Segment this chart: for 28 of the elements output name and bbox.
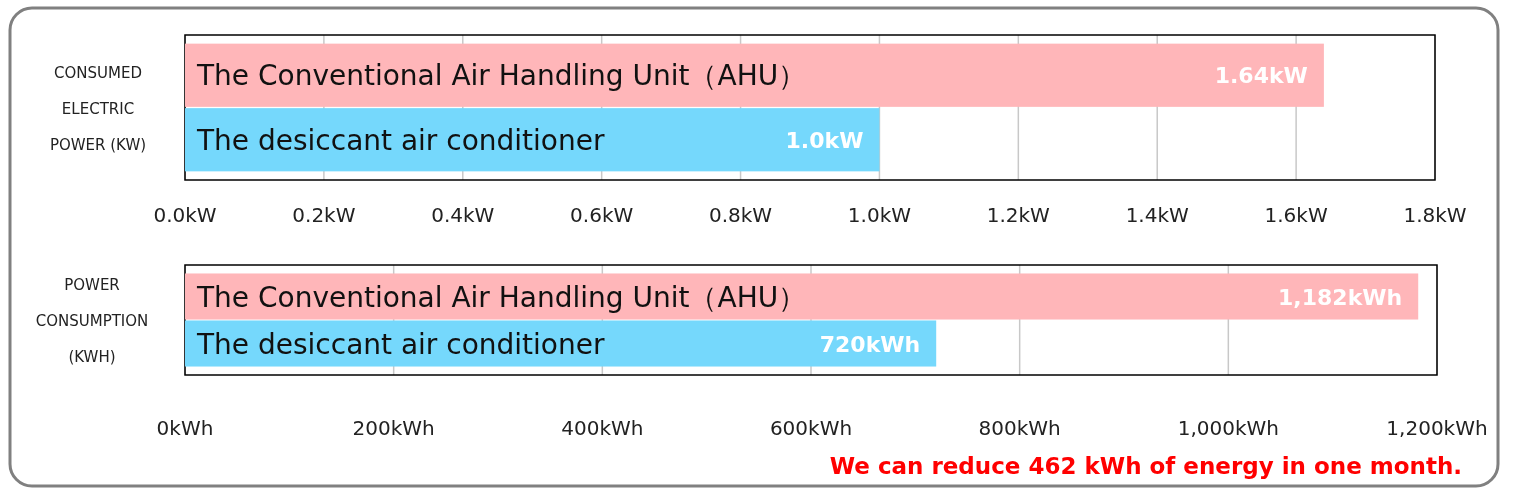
text: POWER CONSUMPTION (KWH): [35, 276, 149, 366]
x-tick-label: 1.0kW: [847, 203, 912, 227]
text: CONSUMED ELECTRIC POWER (KW): [49, 63, 147, 154]
x-tick-label: 1.8kW: [1403, 203, 1467, 227]
x-tick-label: 1.4kW: [1125, 203, 1190, 227]
x-tick-label: 1.6kW: [1264, 203, 1328, 227]
x-tick-label: 0.4kW: [431, 203, 495, 227]
x-tick-label: 0.6kW: [570, 203, 634, 227]
x-tick-label: 1.2kW: [986, 203, 1051, 227]
y-tick-label: The Conventional Air Handling Unit（AHU）: [196, 59, 807, 93]
x-tick-label: 400kWh: [561, 416, 644, 440]
data-label: 1.64kW: [1214, 63, 1308, 89]
x-tick-label: 600kWh: [769, 416, 853, 440]
data-label: 1,182kWh: [1278, 284, 1403, 310]
x-tick-label: 0.8kW: [708, 203, 773, 227]
x-tick-label: 0kWh: [156, 416, 214, 440]
data-label: 1.0kW: [785, 127, 864, 153]
x-tick-label: 0.0kW: [153, 203, 217, 227]
data-label: 720kWh: [819, 331, 921, 357]
y-tick-label: The desiccant air conditioner: [196, 327, 605, 361]
x-tick-label: 1,000kWh: [1177, 416, 1279, 440]
x-tick-label: 1,200kWh: [1386, 416, 1488, 440]
x-tick-label: 200kWh: [352, 416, 435, 440]
y-tick-label: The Conventional Air Handling Unit（AHU）: [196, 280, 807, 314]
text: We can reduce 462 kWh of energy in one month.: [829, 453, 1462, 479]
y-tick-label: The desiccant air conditioner: [196, 123, 605, 157]
x-tick-label: 800kWh: [978, 416, 1061, 440]
x-tick-label: 0.2kW: [292, 203, 356, 227]
